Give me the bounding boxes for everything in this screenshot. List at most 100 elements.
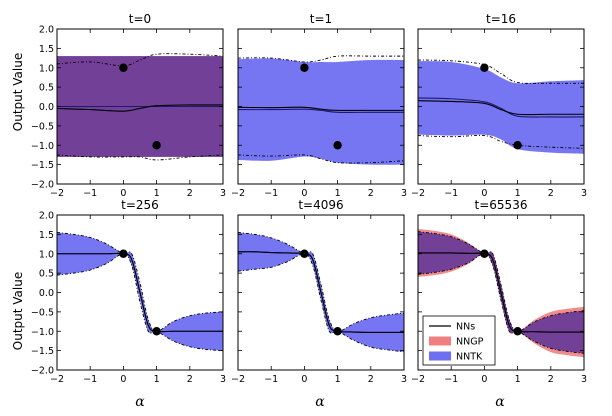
training-point (513, 141, 522, 150)
x-tick-label: 1 (335, 188, 341, 199)
nn-mean-line (418, 100, 584, 116)
x-tick-label: 1 (515, 188, 521, 199)
x-tick-label: 1 (154, 188, 160, 199)
y-tick-label: −1.5 (31, 160, 54, 171)
x-tick-label: 2 (548, 188, 554, 199)
training-point (300, 249, 309, 258)
nn-upper-line (238, 55, 404, 63)
training-point (119, 63, 128, 72)
nn-mean-line (418, 252, 584, 333)
training-point (513, 327, 522, 336)
nn-lower-line (418, 253, 584, 354)
y-tick-label: 1.5 (39, 44, 54, 55)
x-tick-label: 1 (154, 374, 160, 385)
x-tick-label: 0 (481, 374, 487, 385)
panel-title: t=1 (310, 12, 332, 26)
x-tick-label: 1 (515, 374, 521, 385)
x-tick-label: 0 (120, 374, 126, 385)
nntk-mean-line (238, 108, 404, 114)
panels: −2 −1 0 1 2 3 −2.0 −1.5 −1.0 −0.5 0.0 0.5 1.0 1.5 2.0 t… (31, 12, 587, 385)
panel-plot-area (57, 53, 223, 161)
y-tick-label: 0.0 (39, 288, 54, 299)
training-point (152, 141, 161, 150)
y-tick-label: 1.0 (39, 63, 54, 74)
x-tick-label: −2 (411, 374, 425, 385)
panel-6: −2 −1 0 1 2 3 t=65536 (411, 198, 587, 385)
panel-plot-area (57, 231, 223, 352)
nn-mean-line (57, 104, 223, 112)
y-tick-label: −2.0 (31, 366, 54, 377)
y-tick-label: −1.0 (31, 327, 54, 338)
nn-upper-line (57, 53, 223, 67)
nn-mean-line (238, 106, 404, 112)
nntk-band (238, 58, 404, 165)
y-tick-label: −0.5 (31, 121, 54, 132)
x-tick-label: −1 (83, 188, 97, 199)
y-tick-label: 2.0 (39, 211, 54, 222)
panel-2: −2 −1 0 1 2 3 t=1 (231, 12, 407, 199)
nn-lower-line (57, 154, 223, 161)
nntk-mean-line (418, 97, 584, 118)
x-tick-label: 0 (301, 374, 307, 385)
y-tick-label: −2.0 (31, 180, 54, 191)
training-point (333, 327, 342, 336)
training-point (480, 249, 489, 258)
panel-title: t=16 (486, 12, 516, 26)
x-tick-label: 0 (120, 188, 126, 199)
x-tick-label: 3 (220, 374, 226, 385)
nn-upper-line (418, 231, 584, 332)
panel-plot-area (418, 59, 584, 154)
legend-label: NNGP (456, 337, 484, 348)
training-point (300, 63, 309, 72)
x-axis-label-1: α (135, 394, 145, 410)
x-tick-label: −1 (264, 374, 278, 385)
x-tick-label: 2 (187, 374, 193, 385)
y-tick-label: −0.5 (31, 307, 54, 318)
y-tick-label: −1.0 (31, 141, 54, 152)
x-tick-label: −1 (444, 374, 458, 385)
nn-lower-line (418, 134, 584, 149)
nn-mean-line (238, 251, 404, 333)
legend-swatch-patch (429, 351, 451, 361)
x-tick-label: 2 (368, 374, 374, 385)
panel-title: t=4096 (298, 198, 343, 212)
y-tick-label: 0.0 (39, 102, 54, 113)
x-tick-label: 3 (401, 374, 407, 385)
x-tick-label: −1 (264, 188, 278, 199)
x-tick-label: 3 (401, 188, 407, 199)
x-tick-label: 1 (335, 374, 341, 385)
y-axis-label-bottom: Output Value (11, 272, 25, 350)
y-tick-label: 1.0 (39, 249, 54, 260)
panel-5: −2 −1 0 1 2 3 t=4096 (231, 198, 407, 385)
x-tick-label: 3 (581, 188, 587, 199)
x-tick-label: −2 (231, 374, 245, 385)
x-tick-label: 2 (187, 188, 193, 199)
panel-1: −2 −1 0 1 2 3 −2.0 −1.5 −1.0 −0.5 0.0 0.5 1.0 1.5 2.0 t… (31, 12, 226, 199)
x-tick-label: −2 (411, 188, 425, 199)
panel-plot-area (238, 231, 404, 353)
panel-plot-area (418, 228, 584, 358)
x-tick-label: 0 (301, 188, 307, 199)
panel-4: −2 −1 0 1 2 3 −2.0 −1.5 −1.0 −0.5 0.0 0.5 1.0 1.5 2.0 t… (31, 198, 226, 385)
nn-lower-line (238, 253, 404, 353)
x-tick-label: −2 (50, 188, 64, 199)
training-point (119, 249, 128, 258)
training-point (333, 141, 342, 150)
x-tick-label: 2 (368, 188, 374, 199)
panel-title: t=256 (121, 198, 159, 212)
x-tick-label: 3 (581, 374, 587, 385)
training-point (480, 63, 489, 72)
nn-upper-line (418, 59, 584, 84)
nntk-band (418, 61, 584, 154)
x-tick-label: −1 (444, 188, 458, 199)
x-tick-label: −2 (231, 188, 245, 199)
legend-label: NNs (456, 322, 475, 333)
nn-upper-line (57, 231, 223, 332)
nn-lower-line (238, 154, 404, 164)
y-tick-label: 2.0 (39, 25, 54, 36)
x-tick-label: 3 (220, 188, 226, 199)
y-axis-label-top: Output Value (11, 53, 25, 131)
nn-upper-line (238, 231, 404, 332)
x-tick-label: −1 (83, 374, 97, 385)
